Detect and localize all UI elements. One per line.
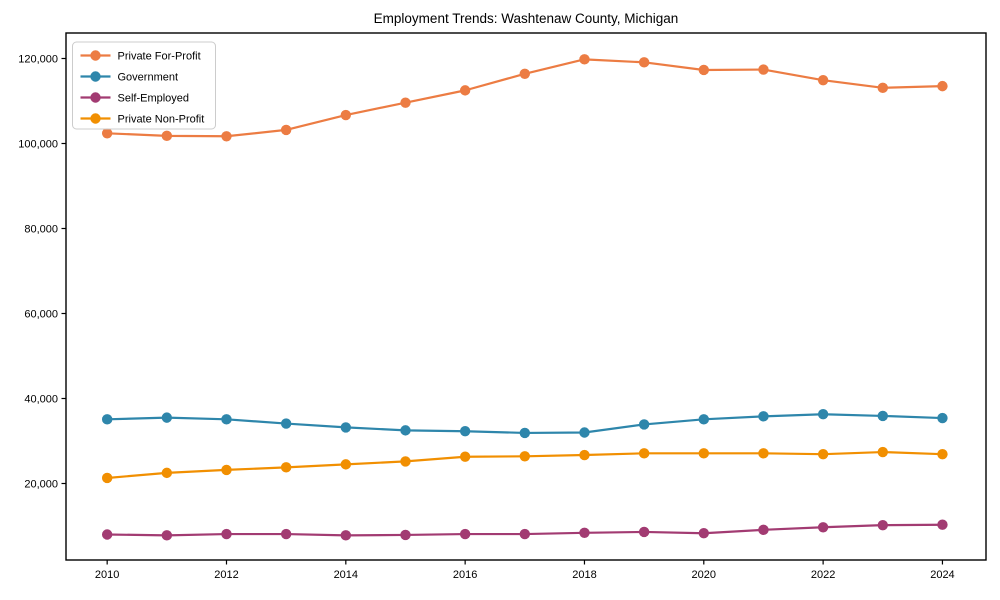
data-point <box>579 527 590 538</box>
data-point <box>519 68 531 80</box>
y-tick-label: 100,000 <box>18 138 58 150</box>
data-point <box>519 427 531 439</box>
data-point <box>161 530 173 541</box>
data-point <box>221 131 232 142</box>
legend-marker <box>90 71 101 82</box>
data-point <box>817 448 829 460</box>
data-point <box>519 528 531 540</box>
data-point <box>758 411 769 422</box>
data-point <box>400 425 411 436</box>
data-point <box>579 449 590 461</box>
legend-label: Private Non-Profit <box>118 113 205 125</box>
data-point <box>101 414 113 425</box>
x-tick-label: 2016 <box>453 569 477 581</box>
data-point <box>459 426 471 437</box>
data-point <box>937 519 948 530</box>
data-point <box>101 472 113 484</box>
data-point <box>937 80 948 92</box>
data-point <box>758 448 769 459</box>
data-point <box>340 530 352 541</box>
data-point <box>519 451 531 462</box>
data-point <box>221 414 232 425</box>
x-tick-label: 2024 <box>930 569 954 581</box>
y-tick-label: 60,000 <box>24 308 58 320</box>
legend-label: Self-Employed <box>118 92 190 104</box>
data-point <box>101 529 113 540</box>
data-point <box>161 412 173 423</box>
data-point <box>400 97 411 108</box>
data-point <box>221 464 232 476</box>
data-point <box>638 419 650 430</box>
x-tick-label: 2014 <box>334 569 358 581</box>
data-point <box>459 528 471 540</box>
data-point <box>698 528 709 539</box>
data-point <box>340 422 352 433</box>
legend-label: Government <box>118 71 179 83</box>
chart-title: Employment Trends: Washtenaw County, Mic… <box>373 11 679 26</box>
data-point <box>937 412 948 424</box>
data-point <box>400 456 411 467</box>
x-tick-label: 2022 <box>811 569 835 581</box>
data-point <box>101 128 113 139</box>
data-point <box>280 528 292 540</box>
legend-marker <box>90 113 101 124</box>
data-point <box>459 451 471 462</box>
data-point <box>280 124 292 136</box>
y-tick-label: 120,000 <box>18 53 58 65</box>
data-point <box>698 414 709 425</box>
plot-area <box>65 32 987 561</box>
legend-marker <box>90 50 101 61</box>
data-point <box>698 64 709 76</box>
legend <box>72 41 216 130</box>
y-tick-label: 20,000 <box>24 478 58 490</box>
legend-label: Private For-Profit <box>118 50 201 62</box>
x-tick-label: 2012 <box>214 569 238 581</box>
data-point <box>221 528 232 540</box>
data-point <box>698 448 709 459</box>
data-point <box>340 459 352 470</box>
data-point <box>937 448 948 460</box>
legend-marker <box>90 92 101 103</box>
data-point <box>817 74 829 86</box>
data-point <box>579 427 590 438</box>
y-tick-label: 40,000 <box>24 393 58 405</box>
data-point <box>817 522 829 533</box>
data-point <box>877 410 888 422</box>
data-point <box>340 109 352 121</box>
data-point <box>877 82 888 94</box>
data-point <box>758 524 769 536</box>
data-point <box>638 526 650 538</box>
y-tick-label: 80,000 <box>24 223 58 235</box>
data-point <box>638 57 650 68</box>
data-point <box>280 418 292 429</box>
data-point <box>758 64 769 75</box>
x-tick-label: 2018 <box>572 569 596 581</box>
data-point <box>400 529 411 541</box>
x-tick-label: 2020 <box>692 569 716 581</box>
data-point <box>638 448 650 459</box>
data-point <box>877 519 888 531</box>
data-point <box>459 85 471 96</box>
data-point <box>877 446 888 458</box>
x-tick-label: 2010 <box>95 569 119 581</box>
data-point <box>817 409 829 420</box>
data-point <box>579 54 590 65</box>
data-point <box>161 467 173 479</box>
data-point <box>280 462 292 473</box>
data-point <box>161 130 173 142</box>
